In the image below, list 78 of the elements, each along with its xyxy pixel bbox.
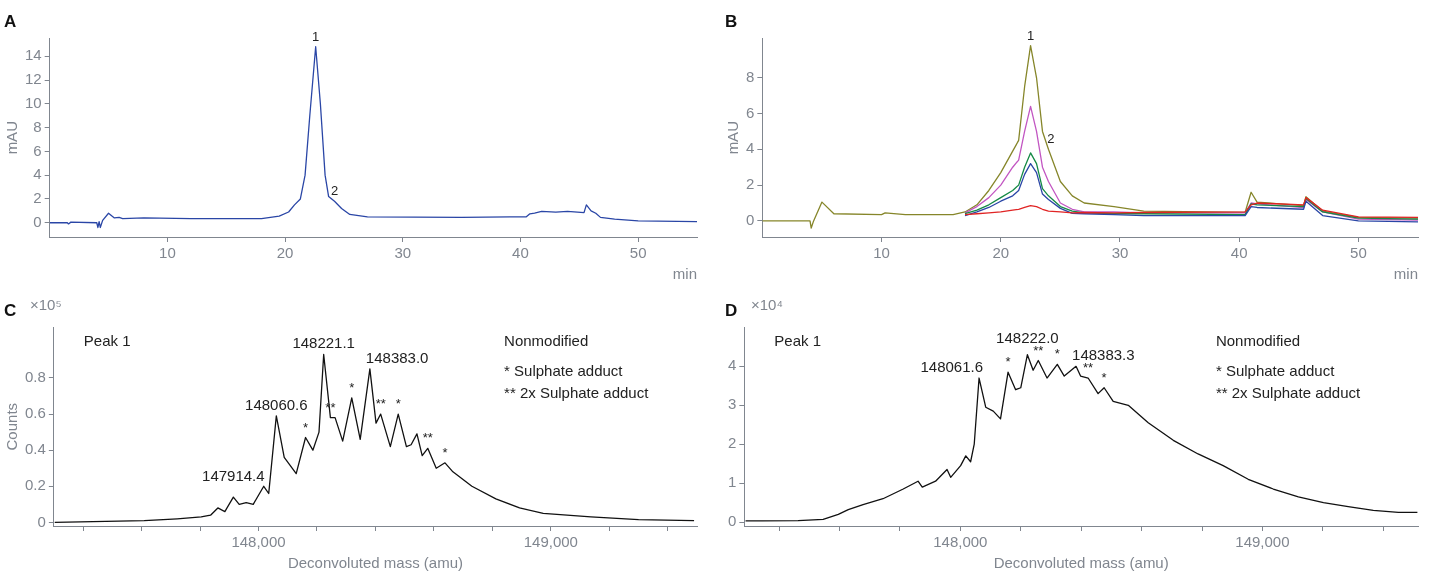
annotation: 148060.6 xyxy=(245,395,308,413)
x-tick-label: 40 xyxy=(512,244,529,262)
annotation: * xyxy=(1054,346,1060,362)
y-axis-title: mAU xyxy=(3,121,21,155)
chart-title: C xyxy=(4,300,17,320)
annotation: * xyxy=(442,444,448,460)
x-tick-label: 20 xyxy=(276,244,294,262)
y-tick-label: 0.2 xyxy=(24,476,46,494)
x-tick-label: 148,000 xyxy=(231,533,286,551)
y-tick-label: 12 xyxy=(25,70,42,88)
annotation: ** 2x Sulphate adduct xyxy=(504,384,650,402)
x-tick-label: 10 xyxy=(159,244,176,262)
x-tick-label: 10 xyxy=(873,244,890,262)
x-axis-title: Deconvoluted mass (amu) xyxy=(287,554,463,572)
x-tick-label: 30 xyxy=(1111,244,1129,262)
annotation: ** xyxy=(375,396,386,412)
annotation: 1 xyxy=(312,28,320,44)
chart-title: B xyxy=(725,11,738,31)
annotation: 148383.3 xyxy=(1072,345,1135,363)
y-tick-label: 4 xyxy=(746,139,755,157)
annotation: Nonmodified xyxy=(1215,332,1301,350)
annotation: 147914.4 xyxy=(202,466,265,484)
annotation: Peak 1 xyxy=(83,332,131,350)
annotation: * Sulphate adduct xyxy=(1215,362,1336,380)
y-tick-label: 8 xyxy=(33,117,42,135)
annotation: ** xyxy=(422,430,433,446)
annotation: * xyxy=(1005,354,1011,370)
x-tick-label: 148,000 xyxy=(933,533,988,551)
y-axis-title: Counts xyxy=(3,402,21,451)
text: ×10⁴ xyxy=(751,295,783,313)
annotation: ** xyxy=(1083,360,1094,376)
annotation: 2 xyxy=(1047,131,1055,147)
y-tick-label: 6 xyxy=(33,141,42,159)
y-tick-label: 0 xyxy=(746,211,755,229)
annotation: 1 xyxy=(1026,27,1035,43)
x-tick-label: 50 xyxy=(629,244,647,262)
x-axis-title: Deconvoluted mass (amu) xyxy=(993,554,1169,572)
x-tick-label: 30 xyxy=(394,244,412,262)
y-tick-label: 14 xyxy=(25,46,42,64)
annotation: * xyxy=(349,379,355,395)
y-axis-title: mAU xyxy=(724,121,742,155)
annotation: Nonmodified xyxy=(504,332,589,350)
y-tick-label: 4 xyxy=(33,165,42,183)
x-tick-label: 40 xyxy=(1230,244,1248,262)
y-tick-label: 3 xyxy=(728,395,737,413)
y-tick-label: 8 xyxy=(746,67,755,85)
y-tick-label: 6 xyxy=(746,103,755,121)
y-tick-label: 0.4 xyxy=(24,440,46,458)
y-tick-label: 10 xyxy=(25,93,42,111)
x-tick-label: 50 xyxy=(1350,244,1367,262)
y-tick-label: 2 xyxy=(746,175,755,193)
x-axis-title: min xyxy=(1393,265,1418,283)
annotation: * xyxy=(1101,369,1107,385)
annotation: * xyxy=(395,396,401,412)
y-tick-label: 0.6 xyxy=(24,404,46,422)
annotation: Peak 1 xyxy=(774,332,822,350)
annotation: 2 xyxy=(330,183,339,199)
x-tick-label: 149,000 xyxy=(1235,533,1290,551)
annotation: * xyxy=(303,419,309,435)
y-tick-label: 0 xyxy=(37,512,46,530)
x-axis-title: min xyxy=(672,265,697,283)
chart-title: A xyxy=(4,11,17,31)
text: ×10⁵ xyxy=(30,295,62,313)
chart-title: D xyxy=(725,300,738,320)
y-tick-label: 2 xyxy=(728,434,737,452)
y-tick-label: 2 xyxy=(33,189,42,207)
annotation: ** 2x Sulphate adduct xyxy=(1215,384,1362,402)
annotation: 148061.6 xyxy=(920,357,984,375)
y-tick-label: 0 xyxy=(728,512,737,530)
y-tick-label: 0.8 xyxy=(24,368,46,386)
y-tick-label: 4 xyxy=(728,356,737,374)
y-tick-label: 1 xyxy=(728,473,737,491)
annotation: 148221.1 xyxy=(292,334,355,352)
annotation: 148383.0 xyxy=(365,348,429,366)
x-tick-label: 20 xyxy=(992,244,1010,262)
annotation: * Sulphate adduct xyxy=(504,362,624,380)
x-tick-label: 149,000 xyxy=(523,533,578,551)
y-tick-label: 0 xyxy=(33,212,42,230)
